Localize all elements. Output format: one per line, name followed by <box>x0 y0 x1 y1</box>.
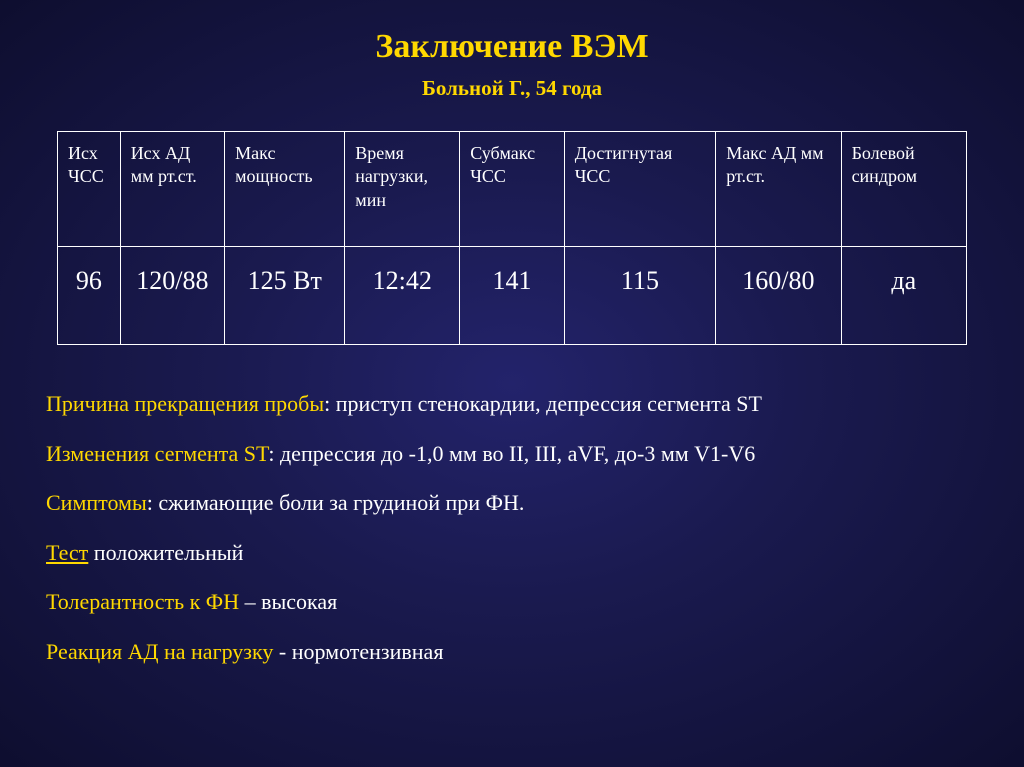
finding-value: положительный <box>88 540 243 565</box>
slide: Заключение ВЭМ Больной Г., 54 года Исх Ч… <box>0 0 1024 767</box>
table-header: Время нагрузки, мин <box>345 132 460 247</box>
table-header: Макс АД мм рт.ст. <box>716 132 841 247</box>
table-cell: 125 Вт <box>225 247 345 345</box>
results-table: Исх ЧСС Исх АД мм рт.ст. Макс мощность В… <box>57 131 967 345</box>
table-header: Макс мощность <box>225 132 345 247</box>
table-cell: 160/80 <box>716 247 841 345</box>
finding-label: Толерантность к ФН <box>46 589 239 614</box>
table-header: Болевой синдром <box>841 132 966 247</box>
finding-line: Симптомы: сжимающие боли за грудиной при… <box>46 489 984 517</box>
table-cell: 12:42 <box>345 247 460 345</box>
finding-line: Изменения сегмента ST: депрессия до -1,0… <box>46 440 984 468</box>
finding-value: – высокая <box>239 589 337 614</box>
finding-line: Причина прекращения пробы: приступ стено… <box>46 390 984 418</box>
table-cell: 115 <box>564 247 716 345</box>
finding-value: - нормотензивная <box>273 639 443 664</box>
finding-line: Реакция АД на нагрузку - нормотензивная <box>46 638 984 666</box>
findings: Причина прекращения пробы: приступ стено… <box>46 390 984 665</box>
finding-value: : приступ стенокардии, депрессия сегмент… <box>324 391 762 416</box>
finding-line: Толерантность к ФН – высокая <box>46 588 984 616</box>
table-header-row: Исх ЧСС Исх АД мм рт.ст. Макс мощность В… <box>58 132 967 247</box>
finding-line: Тест положительный <box>46 539 984 567</box>
table-cell: да <box>841 247 966 345</box>
finding-label: Симптомы <box>46 490 147 515</box>
table-cell: 96 <box>58 247 121 345</box>
table-cell: 141 <box>460 247 564 345</box>
slide-subtitle: Больной Г., 54 года <box>40 76 984 101</box>
finding-label: Тест <box>46 540 88 565</box>
table-cell: 120/88 <box>120 247 224 345</box>
table-header: Субмакс ЧСС <box>460 132 564 247</box>
finding-value: : сжимающие боли за грудиной при ФН. <box>147 490 525 515</box>
table-row: 96 120/88 125 Вт 12:42 141 115 160/80 да <box>58 247 967 345</box>
slide-title: Заключение ВЭМ <box>40 28 984 66</box>
finding-label: Изменения сегмента ST <box>46 441 268 466</box>
finding-label: Реакция АД на нагрузку <box>46 639 273 664</box>
table-header: Исх ЧСС <box>58 132 121 247</box>
finding-value: : депрессия до -1,0 мм во II, III, aVF, … <box>268 441 755 466</box>
table-header: Достигнутая ЧСС <box>564 132 716 247</box>
finding-label: Причина прекращения пробы <box>46 391 324 416</box>
table-header: Исх АД мм рт.ст. <box>120 132 224 247</box>
